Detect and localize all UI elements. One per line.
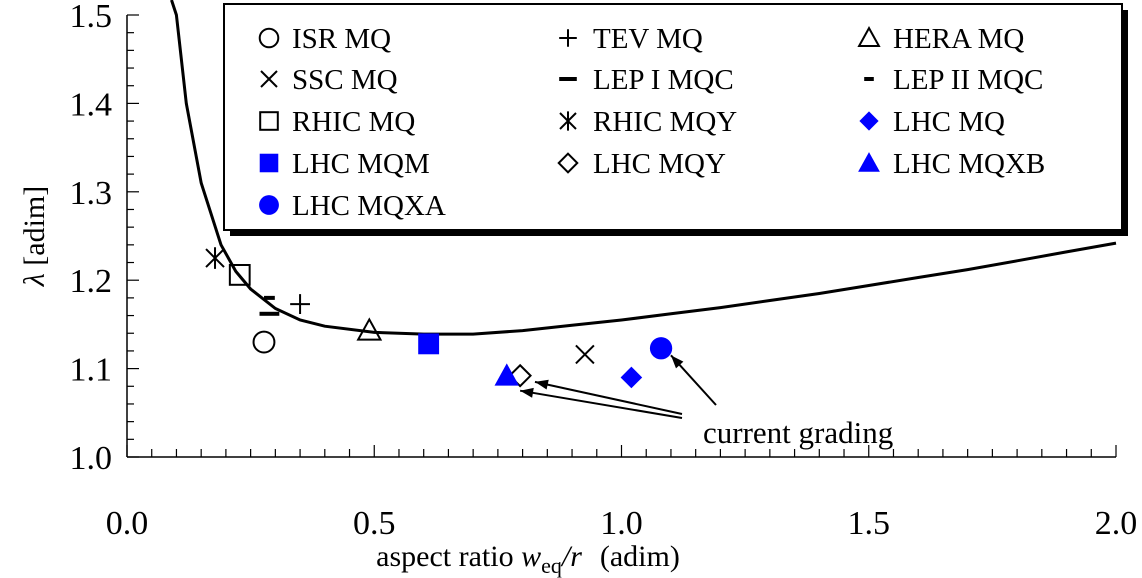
legend-marker bbox=[260, 70, 278, 88]
data-point bbox=[508, 363, 532, 388]
legend-marker bbox=[858, 152, 880, 172]
data-point bbox=[620, 366, 643, 389]
legend-marker bbox=[259, 153, 279, 173]
legend-marker bbox=[859, 111, 879, 131]
data-point bbox=[259, 311, 280, 316]
legend-marker bbox=[559, 111, 577, 131]
annotation: current grading bbox=[519, 354, 893, 450]
data-points bbox=[205, 247, 673, 389]
data-point bbox=[252, 330, 276, 354]
legend-marker bbox=[864, 77, 874, 81]
x-tick-label: 2.0 bbox=[1095, 505, 1138, 542]
data-point bbox=[649, 337, 673, 360]
legend-marker bbox=[259, 111, 279, 131]
axis-ticks bbox=[126, 14, 1117, 458]
legend-label: RHIC MQ bbox=[292, 106, 415, 138]
x-tick-label: 1.5 bbox=[848, 505, 891, 542]
legend-marker bbox=[259, 195, 279, 215]
x-axis-title: aspect ratio weq/r (adim) bbox=[376, 540, 680, 578]
legend-label: LHC MQXB bbox=[893, 148, 1045, 180]
x-axis-prefix: aspect ratio bbox=[376, 540, 521, 573]
x-axis-suffix: /r bbox=[560, 540, 582, 573]
legend-label: LHC MQXA bbox=[292, 190, 446, 222]
legend-marker bbox=[559, 77, 577, 81]
legend-label: LEP I MQC bbox=[593, 64, 734, 96]
annotation-arrowhead bbox=[534, 379, 549, 390]
legend-marker bbox=[559, 29, 577, 47]
legend-label: SSC MQ bbox=[292, 64, 398, 96]
tick-labels: 0.0 0.5 1.0 1.5 2.0 1.0 1.1 1.2 1.3 1.4 1.5 bbox=[70, 0, 1138, 542]
data-point bbox=[264, 295, 275, 300]
y-tick-label: 1.0 bbox=[70, 440, 113, 477]
y-axis-unit: [adim] bbox=[18, 186, 51, 266]
data-point bbox=[494, 363, 520, 386]
annotation-text: current grading bbox=[703, 415, 893, 450]
data-point bbox=[290, 294, 310, 314]
legend-label: LHC MQM bbox=[292, 148, 430, 180]
legend-label: RHIC MQY bbox=[593, 106, 737, 138]
legend-marker bbox=[557, 152, 579, 174]
data-point bbox=[356, 317, 383, 341]
annotation-arrowhead bbox=[520, 387, 534, 398]
legend-label: LHC MQ bbox=[893, 106, 1005, 138]
y-tick-label: 1.3 bbox=[70, 175, 113, 212]
x-tick-label: 1.0 bbox=[600, 505, 643, 542]
x-axis-unit: (adim) bbox=[600, 540, 680, 573]
legend-box bbox=[223, 3, 1123, 231]
legend-label: ISR MQ bbox=[292, 23, 391, 55]
y-tick-label: 1.2 bbox=[70, 263, 113, 300]
x-axis-sub: eq bbox=[541, 553, 562, 578]
annotation-arrow bbox=[534, 380, 683, 415]
legend-label: HERA MQ bbox=[893, 23, 1024, 55]
y-axis-title: λ [adim] bbox=[18, 186, 51, 287]
legend-marker bbox=[857, 26, 881, 47]
data-point bbox=[205, 247, 225, 269]
legend-label: LEP II MQC bbox=[893, 64, 1043, 96]
data-point bbox=[575, 344, 595, 365]
legend-label: LHC MQY bbox=[593, 148, 726, 180]
data-point bbox=[228, 263, 251, 286]
y-axis-symbol: λ bbox=[18, 273, 51, 287]
x-tick-label: 0.0 bbox=[106, 505, 149, 542]
legend: ISR MQ TEV MQ HERA MQ SSC MQ LEP I MQC LEP II… bbox=[223, 3, 1128, 236]
data-point bbox=[418, 333, 440, 355]
y-tick-label: 1.4 bbox=[70, 86, 113, 123]
x-tick-label: 0.5 bbox=[353, 505, 396, 542]
legend-label: TEV MQ bbox=[593, 23, 703, 55]
x-axis-var: w bbox=[521, 540, 541, 573]
annotation-arrowhead bbox=[670, 355, 684, 369]
y-tick-label: 1.5 bbox=[70, 0, 113, 35]
legend-marker bbox=[258, 27, 280, 49]
annotation-arrow bbox=[519, 389, 683, 419]
y-tick-label: 1.1 bbox=[70, 352, 113, 389]
